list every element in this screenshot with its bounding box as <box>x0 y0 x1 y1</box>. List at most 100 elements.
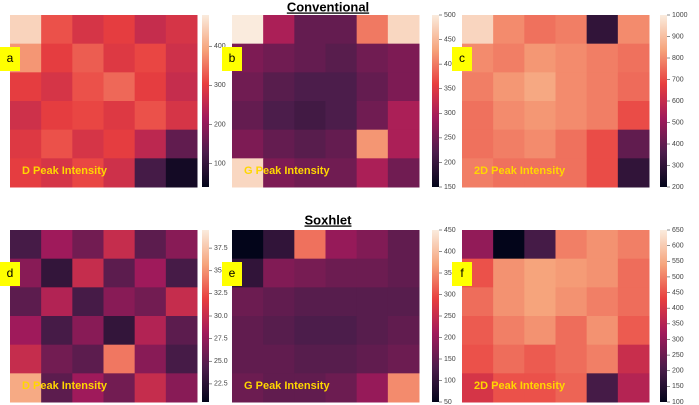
heatmap-cell <box>586 101 619 131</box>
heatmap-cell <box>617 129 650 159</box>
heatmap-cell <box>232 373 264 403</box>
colorbar-tick-label: 200 <box>672 184 684 191</box>
heatmap-cell <box>103 15 136 45</box>
heatmap-cell <box>41 258 73 288</box>
heatmap-cell <box>617 101 650 131</box>
heatmap-cell <box>41 373 73 403</box>
heatmap-cell <box>617 373 650 403</box>
heatmap-cell <box>294 258 326 288</box>
heatmap-cell <box>524 158 556 188</box>
heatmap-cell <box>294 287 326 317</box>
colorbar-tick-label: 400 <box>444 61 456 68</box>
heatmap-cell <box>134 230 167 260</box>
panel-label-box <box>452 47 472 71</box>
heatmap-cell <box>555 158 588 188</box>
heatmap-cell <box>617 287 650 317</box>
heatmap-cell <box>387 344 420 374</box>
heatmap-cell <box>493 129 525 159</box>
heatmap-cell <box>493 230 525 260</box>
heatmap-cell <box>232 316 264 346</box>
heatmap-cell <box>586 344 619 374</box>
heatmap-cell <box>103 258 136 288</box>
heatmap-cell <box>325 158 358 188</box>
heatmap-cell <box>232 287 264 317</box>
colorbar-tick-label: 600 <box>672 98 684 105</box>
heatmap-cell <box>263 43 295 73</box>
heatmap-cell <box>72 373 104 403</box>
heatmap-cell <box>524 230 556 260</box>
colorbar-tick-label: 300 <box>672 336 684 343</box>
heatmap-cell <box>524 344 556 374</box>
heatmap-cell <box>325 258 358 288</box>
heatmap-cell <box>165 344 198 374</box>
heatmap-cell <box>356 258 389 288</box>
colorbar <box>660 15 667 187</box>
heatmap-cell <box>41 43 73 73</box>
heatmap-cell <box>134 72 167 102</box>
heatmap-cell <box>555 230 588 260</box>
heatmap-cell <box>493 373 525 403</box>
heatmap-cell <box>493 43 525 73</box>
heatmap-cell <box>263 101 295 131</box>
heatmap-cell <box>10 129 42 159</box>
panel-caption: G Peak Intensity <box>244 165 330 177</box>
heatmap-cell <box>294 230 326 260</box>
heatmap-cell <box>586 72 619 102</box>
panel-caption: G Peak Intensity <box>244 380 330 392</box>
heatmap-cell <box>103 43 136 73</box>
heatmap-cell <box>462 316 494 346</box>
heatmap-cell <box>103 230 136 260</box>
heatmap-cell <box>232 158 264 188</box>
panel-label: b <box>229 51 236 65</box>
heatmap-cell <box>72 230 104 260</box>
heatmap-cell <box>586 43 619 73</box>
heatmap-cell <box>325 230 358 260</box>
heatmap-cell <box>555 101 588 131</box>
heatmap-cell <box>263 316 295 346</box>
heatmap-cell <box>387 15 420 45</box>
colorbar-tick-label: 400 <box>444 248 456 255</box>
heatmap-cell <box>387 101 420 131</box>
heatmap-cell <box>325 15 358 45</box>
heatmap-cell <box>165 158 198 188</box>
heatmap-cell <box>586 316 619 346</box>
heatmap-cell <box>165 43 198 73</box>
heatmap-cell <box>72 344 104 374</box>
heatmap-cell <box>493 158 525 188</box>
colorbar-tick-label: 22.5 <box>214 381 228 388</box>
heatmap-cell <box>134 101 167 131</box>
heatmap-cell <box>72 316 104 346</box>
heatmap-cell <box>134 258 167 288</box>
colorbar-tick-label: 250 <box>444 135 456 142</box>
heatmap-cell <box>165 287 198 317</box>
heatmap-cell <box>387 373 420 403</box>
heatmap-cell <box>103 373 136 403</box>
colorbar-tick-label: 400 <box>214 43 226 50</box>
heatmap-cell <box>325 287 358 317</box>
heatmap-cell <box>263 373 295 403</box>
colorbar-tick-label: 50 <box>444 399 452 405</box>
heatmap-cell <box>493 316 525 346</box>
colorbar-tick-label: 500 <box>672 274 684 281</box>
heatmap-cell <box>555 43 588 73</box>
heatmap-cell <box>41 158 73 188</box>
heatmap-cell <box>617 316 650 346</box>
panel-label-box <box>452 262 472 286</box>
heatmap-cell <box>72 158 104 188</box>
heatmap-cell <box>586 258 619 288</box>
heatmap-cell <box>325 43 358 73</box>
heatmap-cell <box>493 258 525 288</box>
heatmap-cell <box>356 316 389 346</box>
colorbar-tick-label: 200 <box>444 334 456 341</box>
colorbar-tick-label: 300 <box>444 110 456 117</box>
heatmap-cell <box>10 101 42 131</box>
heatmap-cell <box>134 373 167 403</box>
heatmap-cell <box>263 230 295 260</box>
heatmap-cell <box>232 15 264 45</box>
colorbar-tick-label: 32.5 <box>214 290 228 297</box>
heatmap-cell <box>165 258 198 288</box>
panel-label: a <box>7 51 14 65</box>
heatmap-cell <box>387 316 420 346</box>
heatmap-cell <box>524 101 556 131</box>
